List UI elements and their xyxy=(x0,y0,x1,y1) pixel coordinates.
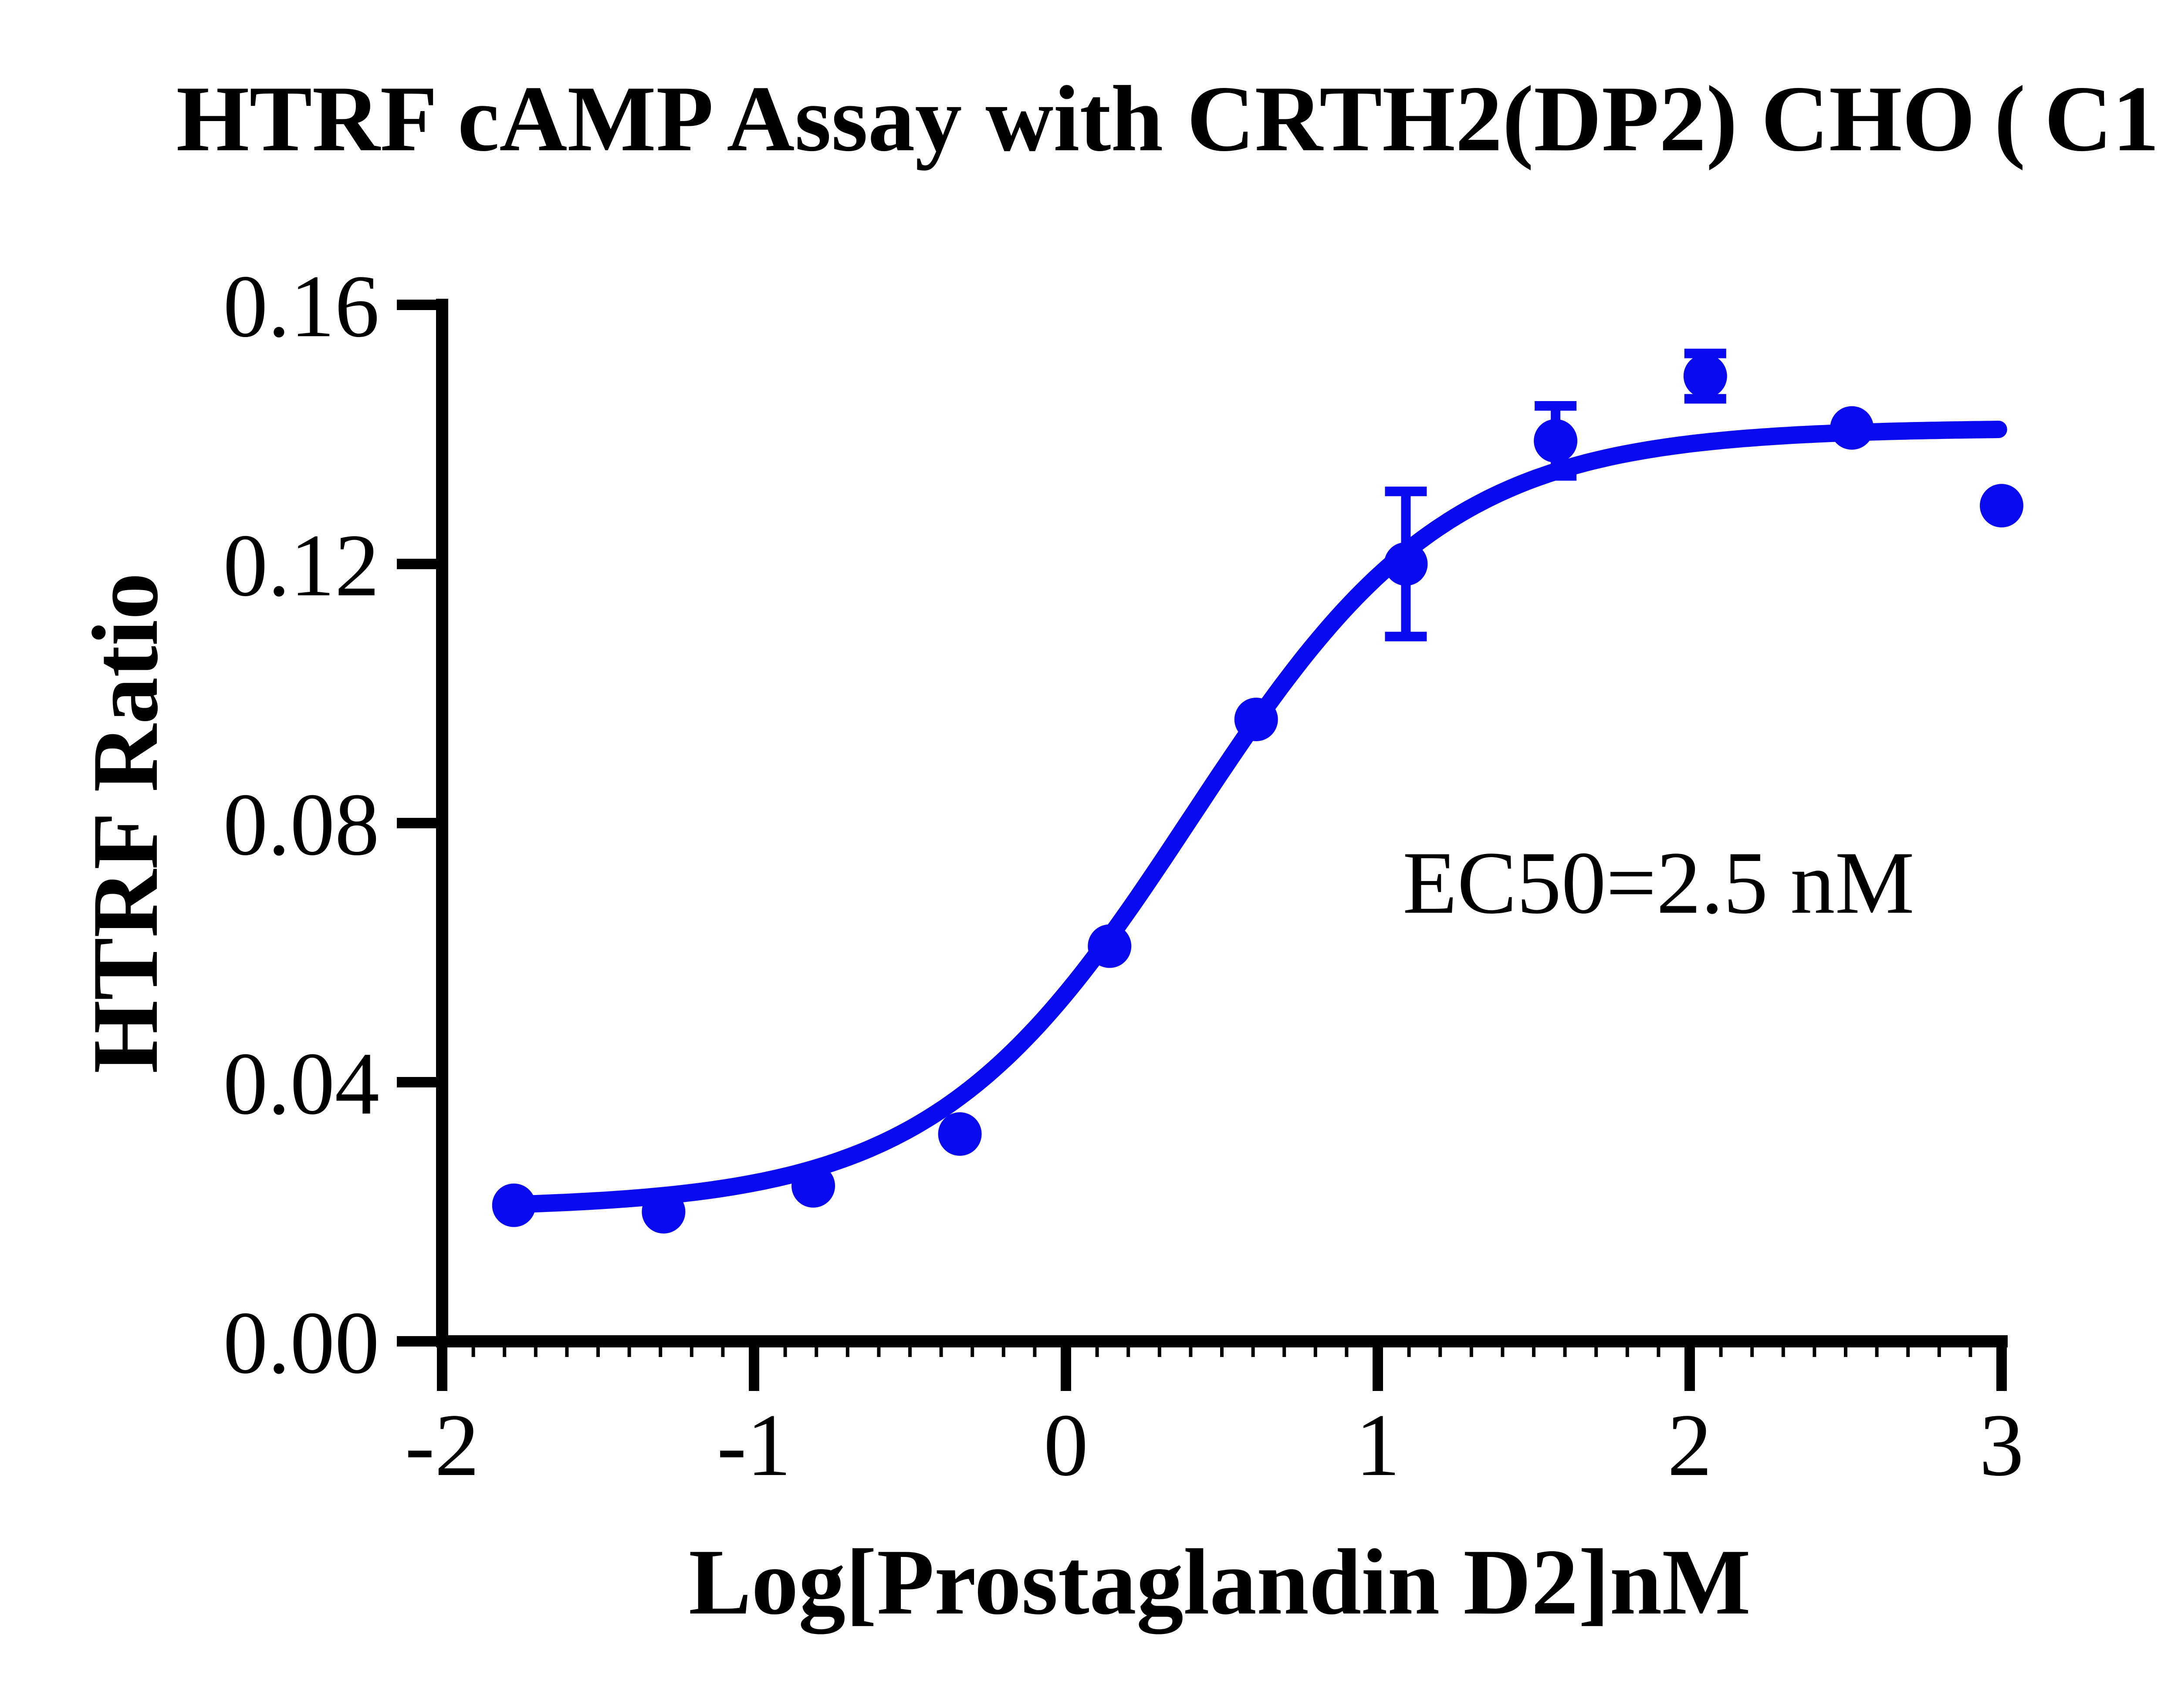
x-minor-tick xyxy=(1438,1347,1442,1357)
data-point xyxy=(1534,419,1578,463)
x-minor-tick xyxy=(627,1347,631,1357)
data-point xyxy=(1088,924,1132,968)
x-tick xyxy=(1684,1347,1695,1391)
x-tick-label: 0 xyxy=(1044,1396,1089,1495)
x-tick-label: 2 xyxy=(1667,1396,1712,1495)
x-tick-label: -2 xyxy=(405,1396,480,1495)
x-minor-tick xyxy=(1625,1347,1629,1357)
x-minor-tick xyxy=(1189,1347,1193,1357)
x-minor-tick xyxy=(1407,1347,1411,1357)
data-point xyxy=(938,1112,982,1156)
data-point xyxy=(1683,354,1727,398)
y-tick xyxy=(397,1336,436,1347)
x-minor-tick xyxy=(1001,1347,1005,1357)
x-minor-tick xyxy=(1220,1347,1224,1357)
x-minor-tick xyxy=(1313,1347,1317,1357)
x-minor-tick xyxy=(845,1347,849,1357)
y-tick xyxy=(397,1077,436,1087)
x-minor-tick xyxy=(1937,1347,1941,1357)
x-tick-label: 1 xyxy=(1356,1396,1400,1495)
x-minor-tick xyxy=(565,1347,569,1357)
x-minor-tick xyxy=(1126,1347,1130,1357)
x-minor-tick xyxy=(1813,1347,1816,1357)
x-minor-tick xyxy=(596,1347,600,1357)
data-point xyxy=(492,1183,536,1227)
data-point xyxy=(1980,484,2023,528)
x-minor-tick xyxy=(690,1347,693,1357)
x-tick-label: 3 xyxy=(1979,1396,2024,1495)
x-minor-tick xyxy=(659,1347,663,1357)
y-tick-label: 0.16 xyxy=(223,257,379,356)
x-minor-tick xyxy=(939,1347,943,1357)
data-point xyxy=(791,1164,835,1208)
x-minor-tick xyxy=(1282,1347,1286,1357)
x-minor-tick xyxy=(503,1347,507,1357)
x-minor-tick xyxy=(1469,1347,1473,1357)
x-minor-tick xyxy=(1844,1347,1847,1357)
x-minor-tick xyxy=(1968,1347,1972,1357)
y-tick-label: 0.04 xyxy=(223,1034,379,1133)
x-minor-tick xyxy=(1532,1347,1535,1357)
data-point xyxy=(1384,542,1428,586)
x-minor-tick xyxy=(1781,1347,1785,1357)
x-minor-tick xyxy=(1719,1347,1723,1357)
x-minor-tick xyxy=(815,1347,818,1357)
x-minor-tick xyxy=(783,1347,787,1357)
x-minor-tick xyxy=(1750,1347,1754,1357)
x-minor-tick xyxy=(1345,1347,1349,1357)
y-tick xyxy=(397,559,436,569)
data-point xyxy=(1830,406,1874,450)
data-point xyxy=(1234,698,1278,741)
x-minor-tick xyxy=(1875,1347,1879,1357)
x-minor-tick xyxy=(877,1347,881,1357)
data-point xyxy=(642,1190,686,1234)
x-minor-tick xyxy=(1251,1347,1255,1357)
ec50-annotation: EC50=2.5 nM xyxy=(1403,834,1914,932)
x-axis-line xyxy=(436,1335,2008,1347)
y-tick-label: 0.08 xyxy=(223,775,379,874)
x-tick xyxy=(1996,1347,2007,1391)
x-minor-tick xyxy=(1501,1347,1505,1357)
x-minor-tick xyxy=(471,1347,475,1357)
x-minor-tick xyxy=(721,1347,725,1357)
x-tick-label: -1 xyxy=(717,1396,791,1495)
x-minor-tick xyxy=(1906,1347,1910,1357)
x-tick xyxy=(1061,1347,1071,1391)
y-tick-label: 0.12 xyxy=(223,516,379,615)
x-minor-tick xyxy=(1095,1347,1099,1357)
x-tick xyxy=(749,1347,759,1391)
y-tick xyxy=(397,300,436,310)
chart-title: HTRF cAMP Assay with CRTH2(DP2) CHO ( C1… xyxy=(176,67,2178,171)
x-axis-title: Log[Prostaglandin D2]nM xyxy=(689,1530,1751,1634)
x-tick xyxy=(1373,1347,1383,1391)
x-minor-tick xyxy=(908,1347,912,1357)
x-minor-tick xyxy=(1157,1347,1161,1357)
y-axis-title: HTRF Ratio xyxy=(73,573,177,1073)
x-minor-tick xyxy=(1033,1347,1037,1357)
x-minor-tick xyxy=(1563,1347,1567,1357)
y-tick xyxy=(397,818,436,828)
x-tick xyxy=(437,1347,447,1391)
x-minor-tick xyxy=(534,1347,538,1357)
y-tick-label: 0.00 xyxy=(223,1293,379,1392)
y-axis-line xyxy=(436,299,448,1347)
x-minor-tick xyxy=(1594,1347,1598,1357)
x-minor-tick xyxy=(971,1347,974,1357)
fit-curve xyxy=(505,421,2007,1213)
x-minor-tick xyxy=(1657,1347,1661,1357)
